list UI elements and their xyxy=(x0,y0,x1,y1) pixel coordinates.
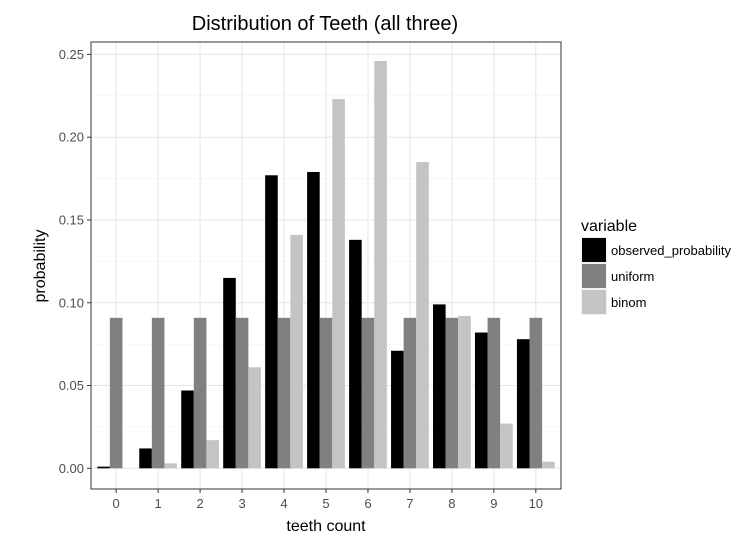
bar-binom xyxy=(542,461,555,469)
x-tick-label: 0 xyxy=(113,496,120,511)
bar-uniform xyxy=(235,317,249,469)
y-axis-title: probability xyxy=(32,230,49,303)
bar-uniform xyxy=(529,317,543,469)
legend-label: observed_probability xyxy=(611,243,731,258)
x-tick-label: 1 xyxy=(155,496,162,511)
legend-key-swatch xyxy=(582,264,606,288)
legend-label: binom xyxy=(611,295,646,310)
bar-uniform xyxy=(487,317,501,469)
legend-title: variable xyxy=(581,218,637,235)
bar-uniform xyxy=(361,317,375,469)
bar-uniform xyxy=(109,317,123,469)
y-tick-label: 0.05 xyxy=(59,378,84,393)
bar-observed-probability xyxy=(516,339,530,469)
y-tick-label: 0.15 xyxy=(59,212,84,227)
bar-binom xyxy=(458,315,471,469)
bar-observed-probability xyxy=(391,350,404,469)
bar-binom xyxy=(416,162,429,469)
x-tick-label: 5 xyxy=(322,496,329,511)
bar-binom xyxy=(248,367,261,469)
y-tick-label: 0.10 xyxy=(59,295,84,310)
bar-binom xyxy=(332,99,345,469)
x-tick-label: 2 xyxy=(196,496,203,511)
bar-observed-probability xyxy=(223,277,236,469)
bar-binom xyxy=(374,61,387,469)
bar-uniform xyxy=(319,317,333,469)
bar-uniform xyxy=(277,317,291,469)
bar-observed-probability xyxy=(349,239,362,469)
bar-binom xyxy=(164,463,178,469)
x-tick-label: 9 xyxy=(490,496,497,511)
y-tick-label: 0.25 xyxy=(59,47,84,62)
legend-label: uniform xyxy=(611,269,654,284)
y-tick-label: 0.20 xyxy=(59,130,84,145)
axes: 0.00 0.05 0.10 0.15 0.20 0.25 0 1 2 3 4 5 6 7 8 9 10 xyxy=(59,47,543,511)
bars xyxy=(97,61,555,469)
bar-uniform xyxy=(445,317,459,469)
bar-uniform xyxy=(403,317,417,469)
bar-binom xyxy=(206,440,219,469)
bar-observed-probability xyxy=(433,304,446,469)
bar-observed-probability xyxy=(139,448,152,469)
bar-observed-probability xyxy=(181,390,194,469)
bar-binom xyxy=(290,234,303,469)
bar-observed-probability xyxy=(307,171,320,469)
x-axis-title: teeth count xyxy=(286,518,366,535)
x-tick-label: 7 xyxy=(406,496,413,511)
legend-key-swatch xyxy=(582,238,606,262)
bar-uniform xyxy=(151,317,165,469)
x-tick-label: 8 xyxy=(448,496,455,511)
chart-title: Distribution of Teeth (all three) xyxy=(192,13,458,35)
x-tick-label: 4 xyxy=(280,496,287,511)
x-tick-label: 10 xyxy=(529,496,543,511)
bar-binom xyxy=(500,423,513,469)
bar-observed-probability xyxy=(474,332,488,469)
bar-observed-probability xyxy=(97,466,110,469)
x-tick-label: 6 xyxy=(364,496,371,511)
y-tick-label: 0.00 xyxy=(59,461,84,476)
legend-key-swatch xyxy=(582,290,606,314)
bar-uniform xyxy=(193,317,207,469)
bar-observed-probability xyxy=(265,175,278,469)
x-tick-label: 3 xyxy=(238,496,245,511)
